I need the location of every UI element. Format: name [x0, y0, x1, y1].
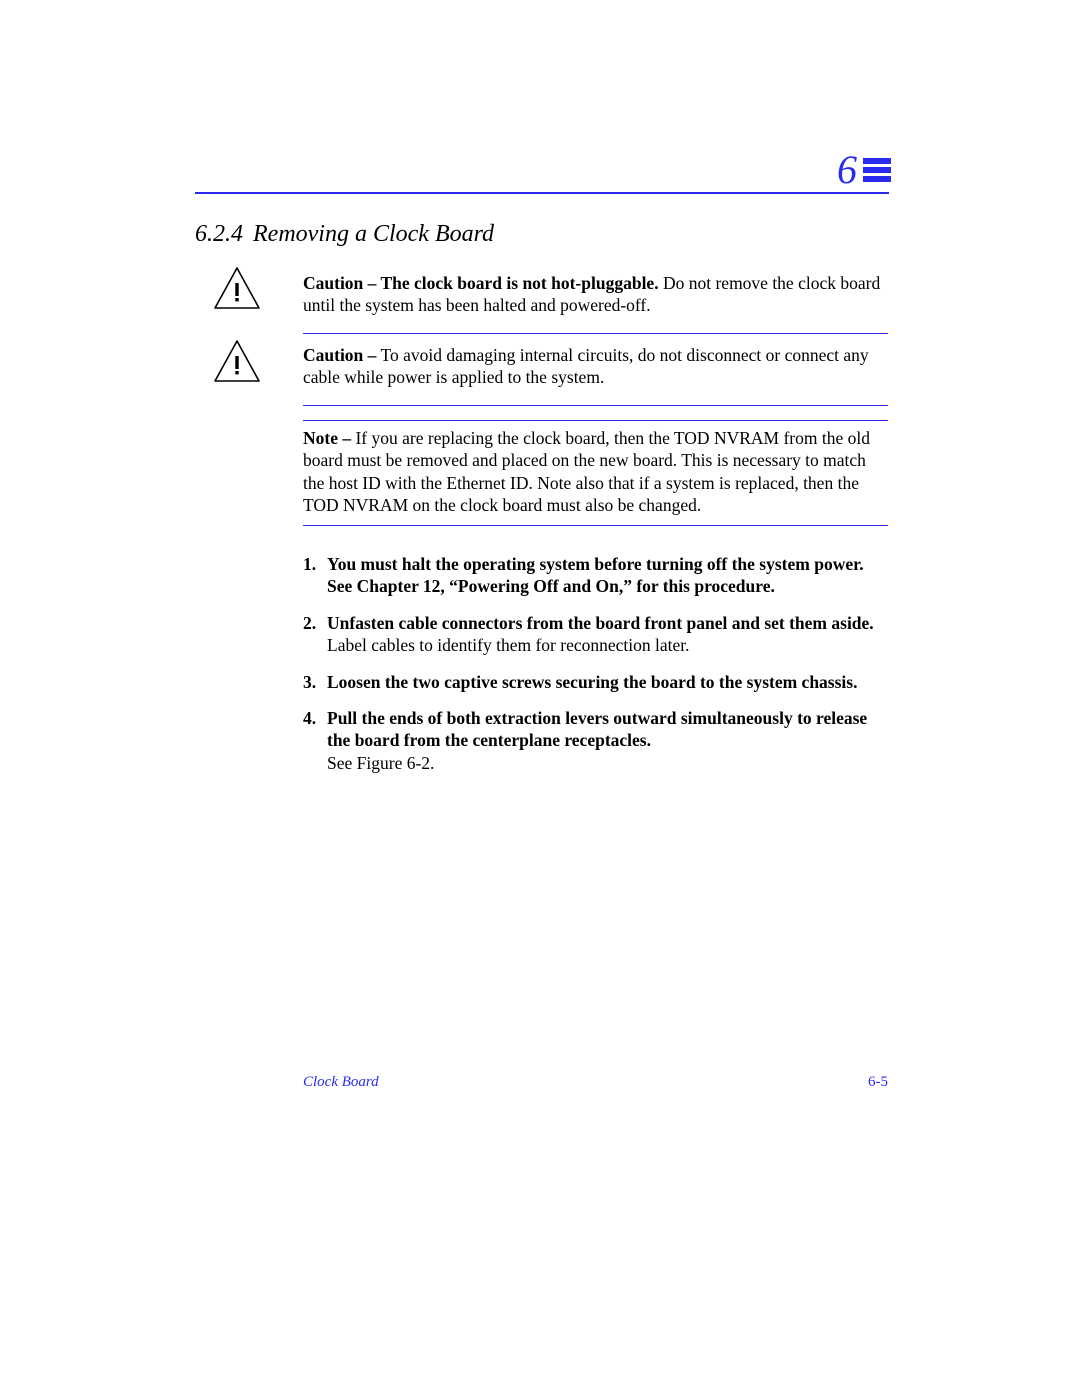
- caution-2-rule: [303, 405, 888, 406]
- steps-list: 1. You must halt the operating system be…: [303, 553, 888, 788]
- caution-1-rule: [303, 333, 888, 334]
- page: 6 6.2.4 Removing a Clock Board Caution – …: [0, 0, 1080, 1397]
- list-item: 2. Unfasten cable connectors from the bo…: [303, 612, 888, 657]
- caution-block-1: Caution – The clock board is not hot-plu…: [303, 272, 888, 334]
- caution-2-text: Caution – To avoid damaging internal cir…: [303, 344, 888, 389]
- step-number: 4.: [303, 707, 327, 774]
- section-number: 6.2.4: [195, 221, 243, 247]
- footer-page-number: 6-5: [868, 1074, 888, 1091]
- list-item: 1. You must halt the operating system be…: [303, 553, 888, 598]
- list-item: 3. Loosen the two captive screws securin…: [303, 671, 888, 693]
- step-number: 2.: [303, 612, 327, 657]
- caution-icon: [214, 340, 260, 382]
- list-item: 4. Pull the ends of both extraction leve…: [303, 707, 888, 774]
- step-number: 3.: [303, 671, 327, 693]
- note-block: Note – If you are replacing the clock bo…: [303, 420, 888, 526]
- caution-1-text: Caution – The clock board is not hot-plu…: [303, 272, 888, 317]
- caution-icon: [214, 267, 260, 309]
- step-text: You must halt the operating system befor…: [327, 553, 888, 598]
- chapter-number: 6: [837, 146, 857, 193]
- step-text: Unfasten cable connectors from the board…: [327, 612, 888, 657]
- chapter-glyph-icon: [863, 156, 891, 184]
- step-text: Pull the ends of both extraction levers …: [327, 707, 888, 774]
- header-rule: [195, 192, 889, 194]
- section-heading: 6.2.4 Removing a Clock Board: [195, 221, 494, 248]
- note-rule-bottom: [303, 525, 888, 526]
- step-number: 1.: [303, 553, 327, 598]
- step-text: Loosen the two captive screws securing t…: [327, 671, 888, 693]
- note-rule-top: [303, 420, 888, 421]
- caution-block-2: Caution – To avoid damaging internal cir…: [303, 344, 888, 406]
- note-text: Note – If you are replacing the clock bo…: [303, 427, 888, 517]
- footer-section-title: Clock Board: [303, 1074, 379, 1091]
- section-title: Removing a Clock Board: [253, 221, 494, 247]
